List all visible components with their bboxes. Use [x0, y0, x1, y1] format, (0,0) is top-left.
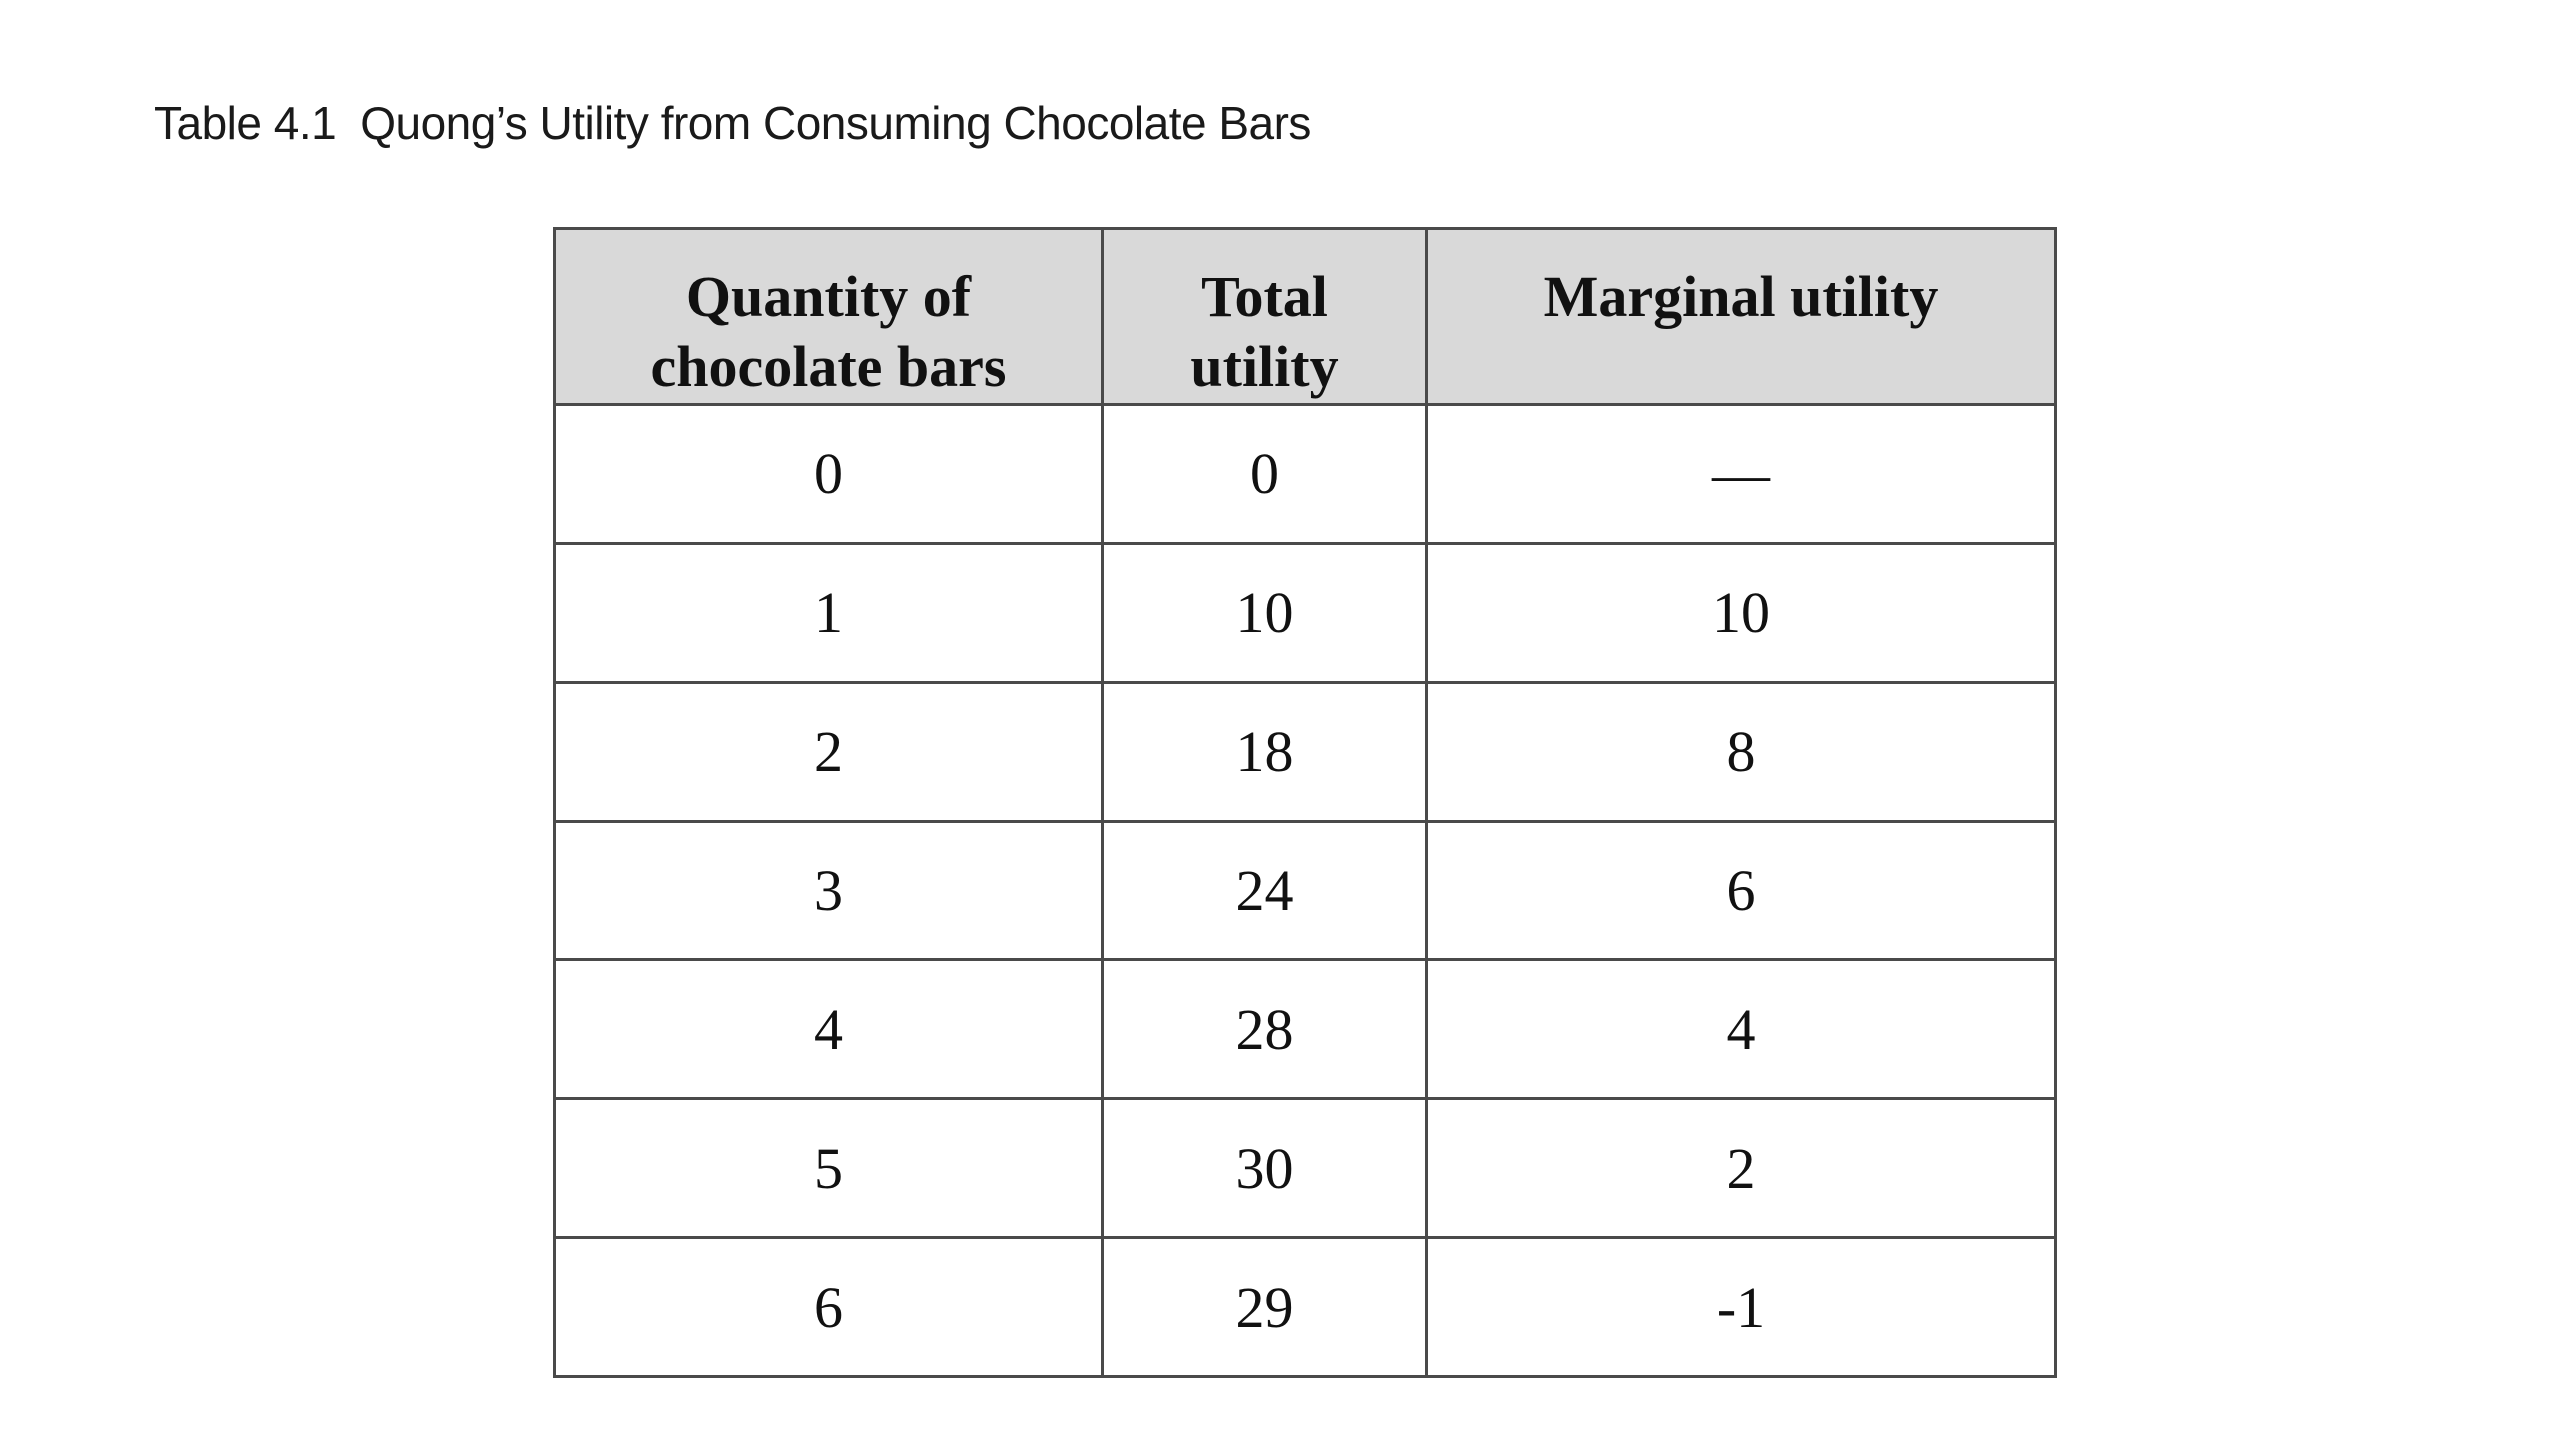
table-row: 1 10 10 — [553, 541, 2057, 684]
table-row: 4 28 4 — [553, 958, 2057, 1101]
table-row: 2 18 8 — [553, 680, 2057, 823]
table-row: 5 30 2 — [553, 1097, 2057, 1240]
cell-total-utility: 0 — [1101, 403, 1428, 545]
cell-total-utility: 10 — [1101, 541, 1428, 684]
cell-quantity: 0 — [553, 403, 1104, 545]
cell-total-utility: 18 — [1101, 680, 1428, 823]
table-row: 0 0 — — [553, 403, 2057, 545]
table-row: 3 24 6 — [553, 819, 2057, 962]
cell-marginal-utility: -1 — [1425, 1236, 2057, 1378]
cell-marginal-utility: 4 — [1425, 958, 2057, 1101]
utility-table: Quantity of chocolate bars Total utility… — [553, 227, 2057, 1378]
cell-marginal-utility: 6 — [1425, 819, 2057, 962]
cell-quantity: 3 — [553, 819, 1104, 962]
cell-total-utility: 30 — [1101, 1097, 1428, 1240]
table-caption: Table 4.1 Quong’s Utility from Consuming … — [154, 96, 1311, 150]
cell-marginal-utility: 10 — [1425, 541, 2057, 684]
cell-total-utility: 29 — [1101, 1236, 1428, 1378]
cell-quantity: 6 — [553, 1236, 1104, 1378]
cell-total-utility: 24 — [1101, 819, 1428, 962]
header-row: Quantity of chocolate bars Total utility… — [553, 227, 2057, 406]
cell-total-utility: 28 — [1101, 958, 1428, 1101]
cell-quantity: 5 — [553, 1097, 1104, 1240]
caption-label: Table 4.1 — [154, 97, 337, 149]
header-total-utility: Total utility — [1101, 227, 1428, 406]
header-marginal-utility: Marginal utility — [1425, 227, 2057, 406]
caption-title: Quong’s Utility from Consuming Chocolate… — [360, 97, 1311, 149]
cell-marginal-utility: 8 — [1425, 680, 2057, 823]
cell-quantity: 4 — [553, 958, 1104, 1101]
cell-marginal-utility: 2 — [1425, 1097, 2057, 1240]
header-quantity: Quantity of chocolate bars — [553, 227, 1104, 406]
cell-quantity: 1 — [553, 541, 1104, 684]
table-row: 6 29 -1 — [553, 1236, 2057, 1378]
cell-quantity: 2 — [553, 680, 1104, 823]
cell-marginal-utility: — — [1425, 403, 2057, 545]
